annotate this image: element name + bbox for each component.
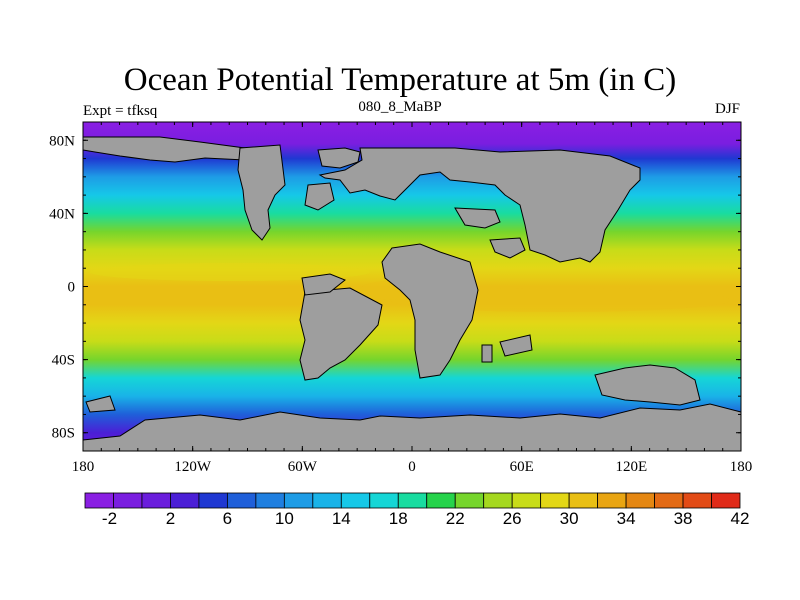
colorbar-swatch bbox=[597, 492, 627, 509]
y-tick-label: 0 bbox=[68, 280, 76, 296]
land-south-asia bbox=[489, 237, 526, 259]
colorbar-swatch bbox=[711, 492, 741, 509]
colorbar-label: -2 bbox=[102, 509, 117, 528]
colorbar-label: 14 bbox=[332, 509, 351, 528]
y-tick-label: 80S bbox=[52, 426, 75, 442]
land-africa bbox=[381, 243, 479, 379]
land-masses bbox=[83, 136, 741, 451]
land-madagascar bbox=[481, 344, 493, 363]
colorbar-swatch bbox=[113, 492, 143, 509]
land-north-america bbox=[237, 144, 286, 241]
colorbar-swatch bbox=[654, 492, 684, 509]
colorbar-swatch bbox=[397, 492, 428, 509]
experiment-label: Expt = tfksq bbox=[83, 103, 158, 119]
colorbar: -2 2 6 10 14 18 22 26 30 34 38 42 bbox=[84, 492, 750, 528]
axes: 180 120W 60W 0 60E 120E 180 80N 40N 0 40S 80S bbox=[49, 121, 753, 475]
y-tick-label: 40N bbox=[49, 206, 75, 222]
colorbar-label: 26 bbox=[503, 509, 522, 528]
warm-pool-pacific bbox=[90, 263, 370, 281]
colorbar-swatch bbox=[483, 492, 513, 509]
colorbar-swatch bbox=[682, 492, 712, 509]
colorbar-swatch bbox=[312, 492, 342, 509]
colorbar-swatch bbox=[625, 492, 655, 509]
x-tick-label: 0 bbox=[408, 459, 416, 475]
colorbar-swatch bbox=[255, 492, 285, 509]
colorbar-swatch bbox=[283, 492, 314, 509]
colorbar-label: 42 bbox=[731, 509, 750, 528]
colorbar-label: 2 bbox=[166, 509, 175, 528]
colorbar-swatch bbox=[84, 492, 114, 509]
plot-area bbox=[83, 122, 741, 451]
period-label: 080_8_MaBP bbox=[358, 99, 442, 115]
land-arctic-west bbox=[83, 136, 260, 163]
colorbar-label: 10 bbox=[275, 509, 294, 528]
colorbar-swatch bbox=[198, 492, 228, 509]
land-island-2 bbox=[85, 395, 116, 413]
colorbar-label: 30 bbox=[560, 509, 579, 528]
land-central-america bbox=[301, 273, 346, 296]
y-tick-label: 40S bbox=[52, 353, 75, 369]
x-tick-label: 120W bbox=[174, 459, 212, 475]
land-south-america bbox=[299, 287, 383, 381]
land-australia bbox=[594, 364, 701, 406]
colorbar-swatch bbox=[340, 492, 371, 509]
colorbar-swatch bbox=[226, 492, 257, 509]
colorbar-swatch bbox=[141, 492, 171, 509]
colorbar-swatch bbox=[170, 492, 200, 509]
land-island-1 bbox=[499, 334, 533, 357]
colorbar-label: 18 bbox=[389, 509, 408, 528]
colorbar-swatch bbox=[454, 492, 485, 509]
land-middle-east bbox=[454, 207, 501, 229]
colorbar-swatch bbox=[568, 492, 599, 509]
x-tick-label: 180 bbox=[730, 459, 753, 475]
land-europe-west bbox=[304, 182, 335, 211]
colorbar-label: 38 bbox=[674, 509, 693, 528]
colorbar-swatch bbox=[511, 492, 542, 509]
colorbar-label: 6 bbox=[223, 509, 232, 528]
colorbar-label: 34 bbox=[617, 509, 636, 528]
colorbar-swatch bbox=[369, 492, 399, 509]
season-label: DJF bbox=[714, 101, 740, 117]
chart-title: Ocean Potential Temperature at 5m (in C) bbox=[123, 62, 677, 98]
y-tick-label: 80N bbox=[49, 133, 75, 149]
colorbar-label: 22 bbox=[446, 509, 465, 528]
colorbar-swatch bbox=[540, 492, 570, 509]
colorbar-swatch bbox=[426, 492, 456, 509]
x-tick-label: 180 bbox=[72, 459, 95, 475]
land-eurasia bbox=[318, 147, 641, 263]
x-tick-label: 60E bbox=[510, 459, 534, 475]
x-tick-label: 120E bbox=[615, 459, 647, 475]
land-antarctica bbox=[83, 403, 741, 451]
x-tick-label: 60W bbox=[288, 459, 318, 475]
